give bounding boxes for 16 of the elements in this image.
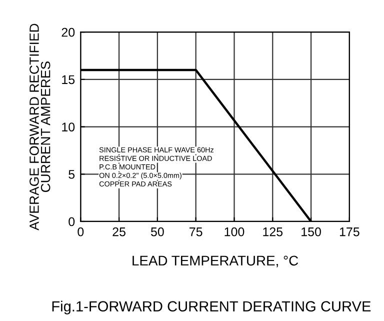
- x-tick-label: 150: [302, 227, 321, 236]
- x-tick-label: 25: [112, 227, 126, 236]
- y-tick-label: 0: [68, 217, 75, 226]
- y-tick-label: 5: [68, 170, 75, 179]
- y-tick-label: 10: [62, 122, 75, 132]
- x-tick-label: 175: [340, 228, 360, 236]
- y-axis-title: AVERAGE FORWARD RECTIFIED CURRENT AMPERES: [30, 24, 50, 230]
- x-tick-label: 50: [150, 227, 164, 236]
- x-tick-label: 100: [224, 227, 244, 236]
- x-axis-title: LEAD TEMPERATURE, °C: [132, 256, 298, 268]
- x-tick-label: 75: [190, 228, 202, 236]
- y-tick-label: 15: [62, 75, 75, 84]
- x-tick-label: 0: [78, 227, 84, 236]
- y-tick-label: 20: [62, 28, 75, 37]
- x-tick-label: 125: [263, 227, 283, 236]
- text: Fig.1-FORWARD CURRENT DERATING CURVE: [52, 300, 371, 314]
